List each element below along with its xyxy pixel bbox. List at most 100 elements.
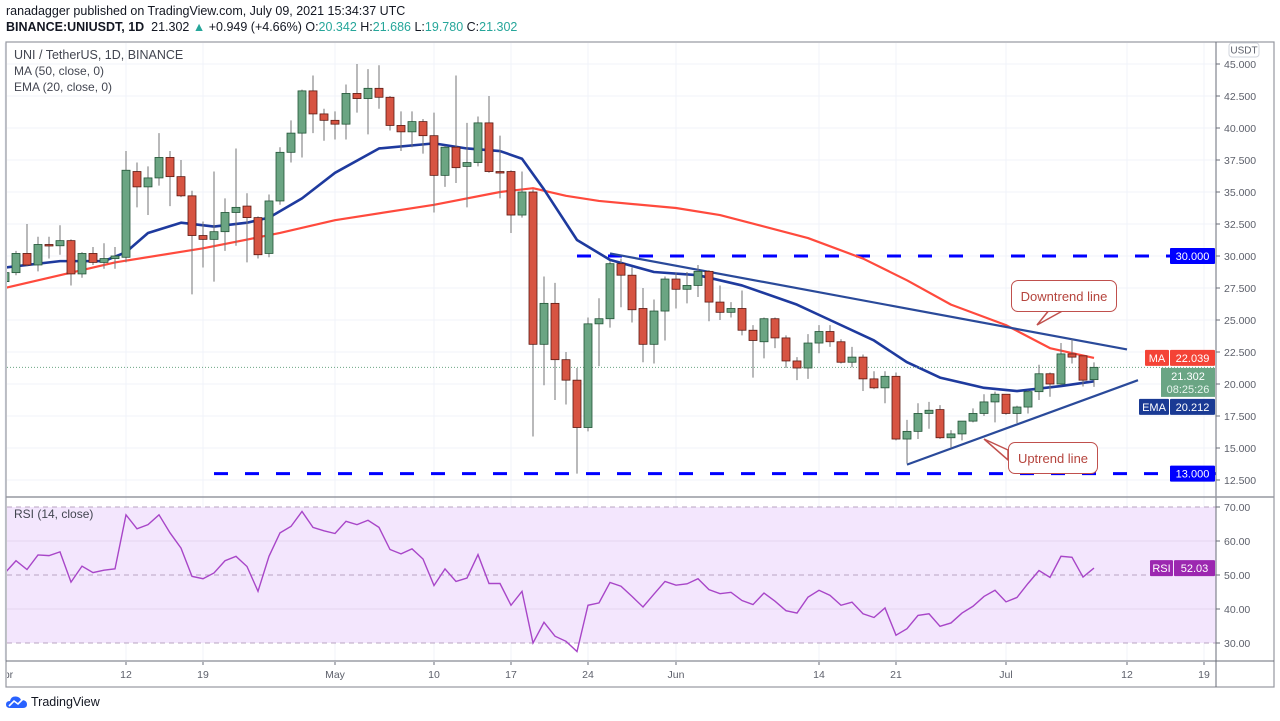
- candle-up: [968, 413, 978, 422]
- price-tick-label: 20.000: [1224, 379, 1256, 391]
- candle-up: [924, 409, 934, 414]
- level-high-tag-bg: [1170, 248, 1215, 264]
- candle-up: [803, 342, 813, 369]
- candle-down: [638, 308, 648, 345]
- tradingview-cloud-icon: [6, 696, 27, 708]
- price-tick-label: 30.000: [1224, 251, 1256, 263]
- candle-down: [242, 205, 252, 219]
- candle-up: [231, 206, 241, 213]
- candle-up: [77, 253, 87, 275]
- candle-down: [715, 301, 725, 313]
- candle-up: [880, 375, 890, 389]
- candle-up: [583, 323, 593, 428]
- price-tick-label: 15.000: [1224, 443, 1256, 455]
- candle-up: [11, 253, 21, 274]
- time-tick-label: 10: [428, 669, 440, 681]
- candle-down: [330, 119, 340, 125]
- ema-tag: EMA: [1142, 402, 1167, 414]
- rsi-value-tag: 52.03: [1181, 563, 1209, 575]
- legend-ma[interactable]: MA (50, close, 0): [14, 64, 105, 78]
- candle-down: [132, 171, 142, 188]
- time-tick-label: 17: [505, 669, 517, 681]
- candle-up: [814, 331, 824, 344]
- brand-name: TradingView: [31, 695, 100, 709]
- time-axis[interactable]: Apr 12 19 May 10 17 24 Jun 14 21 Jul 12 19: [0, 661, 1210, 681]
- candle-up: [7, 272, 10, 283]
- candle-up: [1012, 406, 1022, 414]
- candle-down: [528, 191, 538, 345]
- candle-down: [627, 274, 637, 311]
- candle-down: [869, 378, 879, 389]
- currency-label: USDT: [1230, 46, 1257, 57]
- time-tick-label: May: [325, 669, 346, 681]
- candle-down: [781, 337, 791, 362]
- candle-down: [1001, 393, 1011, 414]
- rsi-line: [7, 510, 1095, 653]
- tradingview-logo[interactable]: TradingView: [6, 695, 100, 709]
- candle-down: [176, 176, 186, 197]
- candle-up: [440, 146, 450, 176]
- close-value: 21.302: [479, 20, 518, 34]
- candle-down: [352, 93, 362, 99]
- price-tick-label: 35.000: [1224, 187, 1256, 199]
- price-change: +0.949 (+4.66%): [208, 20, 302, 34]
- ma-tag-bg: [1145, 349, 1169, 366]
- candle-down: [561, 359, 571, 381]
- candle-down: [187, 195, 197, 236]
- candle-up: [220, 212, 230, 233]
- rsi-tick-label: 30.00: [1224, 638, 1250, 650]
- candle-down: [495, 171, 505, 174]
- last-price-tag: 21.302: [1171, 371, 1205, 383]
- candle-up: [1034, 373, 1044, 393]
- candle-down: [484, 122, 494, 172]
- candle-down: [1045, 373, 1055, 385]
- candle-up: [605, 263, 615, 320]
- candle-down: [550, 302, 560, 361]
- symbol-quote-line: BINANCE:UNIUSDT, 1D 21.302 ▲ +0.949 (+4.…: [6, 20, 517, 34]
- uptrend-callout[interactable]: Uptrend line: [1008, 442, 1098, 474]
- candle-up: [1023, 391, 1033, 408]
- candle-down: [836, 341, 846, 363]
- price-pane[interactable]: [1, 64, 1216, 476]
- candle-up: [110, 255, 120, 259]
- candle-down: [704, 270, 714, 303]
- high-value: 21.686: [372, 20, 411, 34]
- candle-up: [979, 401, 989, 414]
- rsi-pane[interactable]: [5, 506, 1216, 653]
- ema-tag-bg: [1139, 398, 1169, 415]
- candle-down: [748, 329, 758, 341]
- price-tick-label: 32.500: [1224, 219, 1256, 231]
- candle-up: [847, 356, 857, 363]
- time-tick-label: 19: [1198, 669, 1210, 681]
- candle-up: [682, 285, 692, 290]
- candle-down: [1067, 353, 1077, 358]
- legend-rsi[interactable]: RSI (14, close): [14, 507, 94, 521]
- candle-down: [198, 235, 208, 240]
- candle-up: [990, 393, 1000, 403]
- downtrend-callout[interactable]: Downtrend line: [1011, 280, 1117, 312]
- last-price: 21.302: [151, 20, 190, 34]
- price-tick-label: 12.500: [1224, 475, 1256, 487]
- up-triangle-icon: ▲: [192, 20, 206, 34]
- rsi-tick-label: 60.00: [1224, 536, 1250, 548]
- price-axis[interactable]: 45.000 42.500 40.000 37.500 35.000 32.500 30.0…: [1216, 42, 1260, 487]
- ma-tag: MA: [1149, 353, 1166, 365]
- legend-ema[interactable]: EMA (20, close, 0): [14, 80, 113, 94]
- candle-up: [286, 132, 296, 153]
- candle-up: [1056, 353, 1066, 385]
- candle-up: [902, 430, 912, 440]
- rsi-tick-label: 50.00: [1224, 570, 1250, 582]
- candle-down: [671, 278, 681, 290]
- level-high-tag: 30.000: [1176, 251, 1210, 263]
- candle-down: [616, 263, 626, 276]
- published-line: ranadagger published on TradingView.com,…: [6, 4, 406, 18]
- rsi-axis[interactable]: 70.00 60.00 50.00 40.00 30.00: [1216, 502, 1250, 650]
- candle-up: [946, 433, 956, 439]
- candle-down: [572, 379, 582, 428]
- countdown-tag: 08:25:26: [1167, 384, 1210, 396]
- candle-up: [913, 413, 923, 432]
- time-tick-label: 14: [813, 669, 825, 681]
- candle-down: [770, 318, 780, 339]
- rsi-value-tag-bg: [1174, 560, 1215, 577]
